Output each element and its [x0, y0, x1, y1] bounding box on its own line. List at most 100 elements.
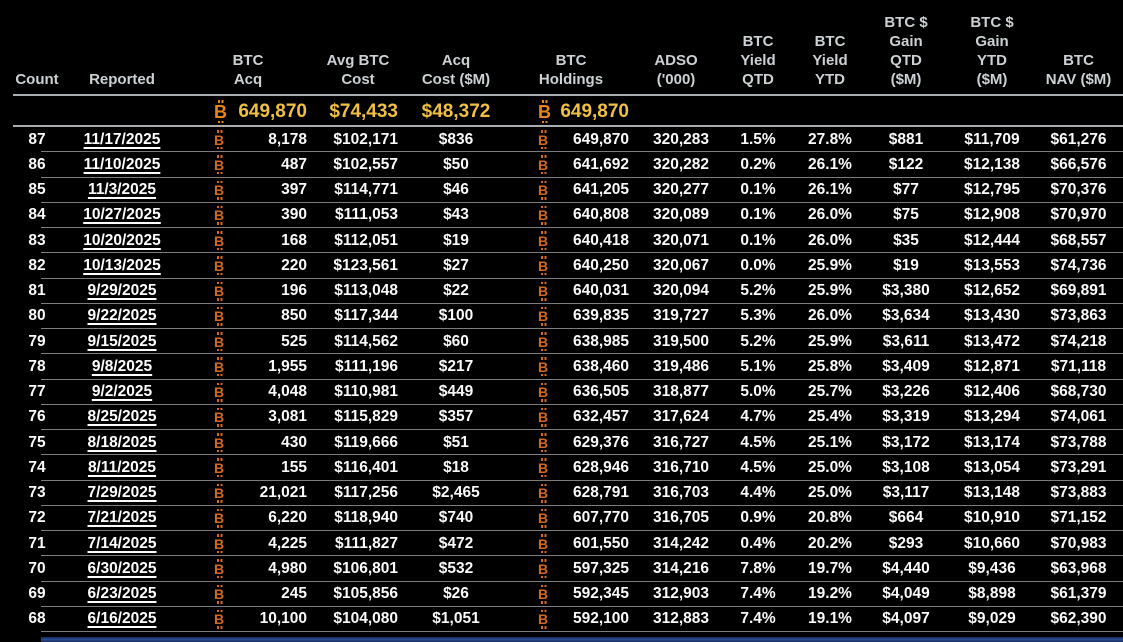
- adso-cell: 312,883: [652, 610, 709, 628]
- btc-yield-ytd-cell: 25.7%: [808, 383, 852, 401]
- adso-cell: 314,242: [652, 534, 709, 552]
- avg-btc-cost-cell: $115,829: [334, 408, 398, 426]
- summary-acq-cost: $48,372: [421, 100, 491, 122]
- report-date-link[interactable]: 11/17/2025: [83, 130, 161, 148]
- btc-nav-cell: $68,557: [1050, 231, 1107, 249]
- btc-nav-cell: $73,863: [1050, 307, 1107, 325]
- btc-gain-qtd-cell: $77: [893, 181, 919, 199]
- acq-cost-cell: $60: [443, 332, 469, 350]
- btc-acq-value: 10,100: [259, 610, 307, 628]
- btc-nav-cell: $61,379: [1050, 585, 1107, 603]
- report-date-link[interactable]: 7/14/2025: [87, 534, 157, 552]
- btc-yield-ytd-cell: 19.7%: [808, 559, 852, 577]
- btc-acq-cell: B 430: [184, 433, 312, 453]
- btc-yield-qtd-cell: 0.9%: [740, 509, 776, 527]
- adso-cell: 320,067: [652, 256, 709, 274]
- adso-cell: 320,282: [652, 155, 709, 173]
- btc-gain-ytd-cell: $9,436: [968, 559, 1016, 577]
- count-cell: 85: [28, 181, 46, 199]
- btc-nav-cell: $62,390: [1050, 610, 1107, 628]
- adso-cell: 318,877: [652, 383, 709, 401]
- table-row: 74 8/11/2025 B 155 $116,401 $18 B 628,94…: [0, 455, 1123, 481]
- adso-cell: 320,277: [652, 181, 709, 199]
- report-date-link[interactable]: 6/30/2025: [87, 559, 157, 577]
- btc-gain-qtd-cell: $3,108: [882, 458, 930, 476]
- bitcoin-icon: B: [214, 100, 227, 123]
- report-date-link[interactable]: 7/29/2025: [87, 484, 157, 502]
- table-row: 87 11/17/2025 B 8,178 $102,171 $836 B 64…: [0, 127, 1123, 153]
- report-date-link[interactable]: 10/13/2025: [83, 256, 161, 274]
- report-date-link[interactable]: 9/22/2025: [87, 307, 157, 325]
- btc-gain-qtd-cell: $3,319: [882, 408, 930, 426]
- acq-cost-cell: $19: [443, 231, 469, 249]
- bitcoin-icon: B: [538, 433, 549, 453]
- header-btc-yield-qtd: BTC Yield QTD: [740, 33, 776, 88]
- count-cell: 68: [28, 610, 46, 628]
- btc-yield-qtd-cell: 1.5%: [740, 130, 776, 148]
- btc-acq-value: 390: [281, 206, 307, 224]
- acq-cost-cell: $43: [443, 206, 469, 224]
- btc-acq-cell: B 850: [184, 306, 312, 326]
- bitcoin-icon: B: [538, 306, 549, 326]
- report-date-link[interactable]: 8/25/2025: [87, 408, 157, 426]
- acq-cost-cell: $100: [438, 307, 474, 325]
- reported-cell: 7/21/2025: [60, 509, 184, 527]
- btc-gain-qtd-cell: $4,097: [882, 610, 930, 628]
- btc-acq-value: 155: [281, 458, 307, 476]
- btc-nav-cell: $73,788: [1050, 433, 1107, 451]
- btc-holdings-value: 636,505: [572, 383, 629, 401]
- summary-btc-acq-value: 649,870: [238, 100, 307, 122]
- btc-acq-cell: B 487: [184, 155, 312, 175]
- bitcoin-icon: B: [214, 281, 225, 301]
- acq-cost-cell: $532: [438, 559, 474, 577]
- table-header-row: Count Reported BTC Acq Avg BTC Cost Acq …: [0, 0, 1123, 96]
- count-cell: 80: [28, 307, 46, 325]
- avg-btc-cost-cell: $112,051: [334, 231, 398, 249]
- btc-gain-qtd-cell: $35: [893, 231, 919, 249]
- btc-yield-qtd-cell: 4.7%: [740, 408, 776, 426]
- reported-cell: 7/29/2025: [60, 484, 184, 502]
- report-date-link[interactable]: 9/15/2025: [87, 332, 157, 350]
- bitcoin-icon: B: [214, 332, 225, 352]
- btc-gain-ytd-cell: $12,406: [963, 383, 1021, 401]
- bitcoin-icon: B: [214, 458, 225, 478]
- avg-btc-cost-cell: $117,256: [334, 484, 398, 502]
- btc-acq-value: 1,955: [268, 357, 307, 375]
- reported-cell: 9/15/2025: [60, 333, 184, 351]
- acq-cost-cell: $27: [443, 256, 469, 274]
- report-date-link[interactable]: 11/3/2025: [87, 181, 157, 199]
- table-row: 83 10/20/2025 B 168 $112,051 $19 B 640,4…: [0, 228, 1123, 254]
- btc-holdings-cell: B 649,870: [508, 130, 634, 150]
- reported-cell: 6/23/2025: [60, 585, 184, 603]
- reported-cell: 8/25/2025: [60, 408, 184, 426]
- header-btc-gain-qtd: BTC $ Gain QTD ($M): [884, 14, 928, 88]
- btc-holdings-cell: B 640,250: [508, 256, 634, 276]
- btc-gain-ytd-cell: $13,174: [963, 433, 1021, 451]
- report-date-link[interactable]: 9/29/2025: [87, 282, 157, 300]
- btc-acq-cell: B 220: [184, 256, 312, 276]
- btc-yield-qtd-cell: 4.4%: [740, 484, 776, 502]
- report-date-link[interactable]: 7/21/2025: [87, 509, 157, 527]
- btc-gain-ytd-cell: $10,910: [963, 509, 1021, 527]
- reported-cell: 11/17/2025: [60, 131, 184, 149]
- report-date-link[interactable]: 9/2/2025: [91, 383, 153, 401]
- report-date-link[interactable]: 6/23/2025: [87, 585, 157, 603]
- acq-cost-cell: $2,465: [432, 484, 480, 502]
- btc-acq-cell: B 1,955: [184, 357, 312, 377]
- report-date-link[interactable]: 10/20/2025: [83, 231, 161, 249]
- bitcoin-icon: B: [214, 306, 225, 326]
- btc-acq-value: 4,980: [268, 559, 307, 577]
- report-date-link[interactable]: 10/27/2025: [83, 206, 161, 224]
- btc-holdings-value: 638,985: [572, 332, 629, 350]
- report-date-link[interactable]: 9/8/2025: [91, 357, 153, 375]
- btc-acq-cell: B 4,980: [184, 559, 312, 579]
- report-date-link[interactable]: 11/10/2025: [83, 155, 161, 173]
- table-row: 75 8/18/2025 B 430 $119,666 $51 B 629,37…: [0, 430, 1123, 456]
- bitcoin-icon: B: [538, 231, 549, 251]
- btc-holdings-value: 641,692: [572, 155, 629, 173]
- adso-cell: 320,283: [652, 130, 709, 148]
- btc-holdings-value: 649,870: [572, 130, 629, 148]
- report-date-link[interactable]: 8/18/2025: [87, 433, 157, 451]
- report-date-link[interactable]: 8/11/2025: [87, 458, 157, 476]
- report-date-link[interactable]: 6/16/2025: [87, 610, 157, 628]
